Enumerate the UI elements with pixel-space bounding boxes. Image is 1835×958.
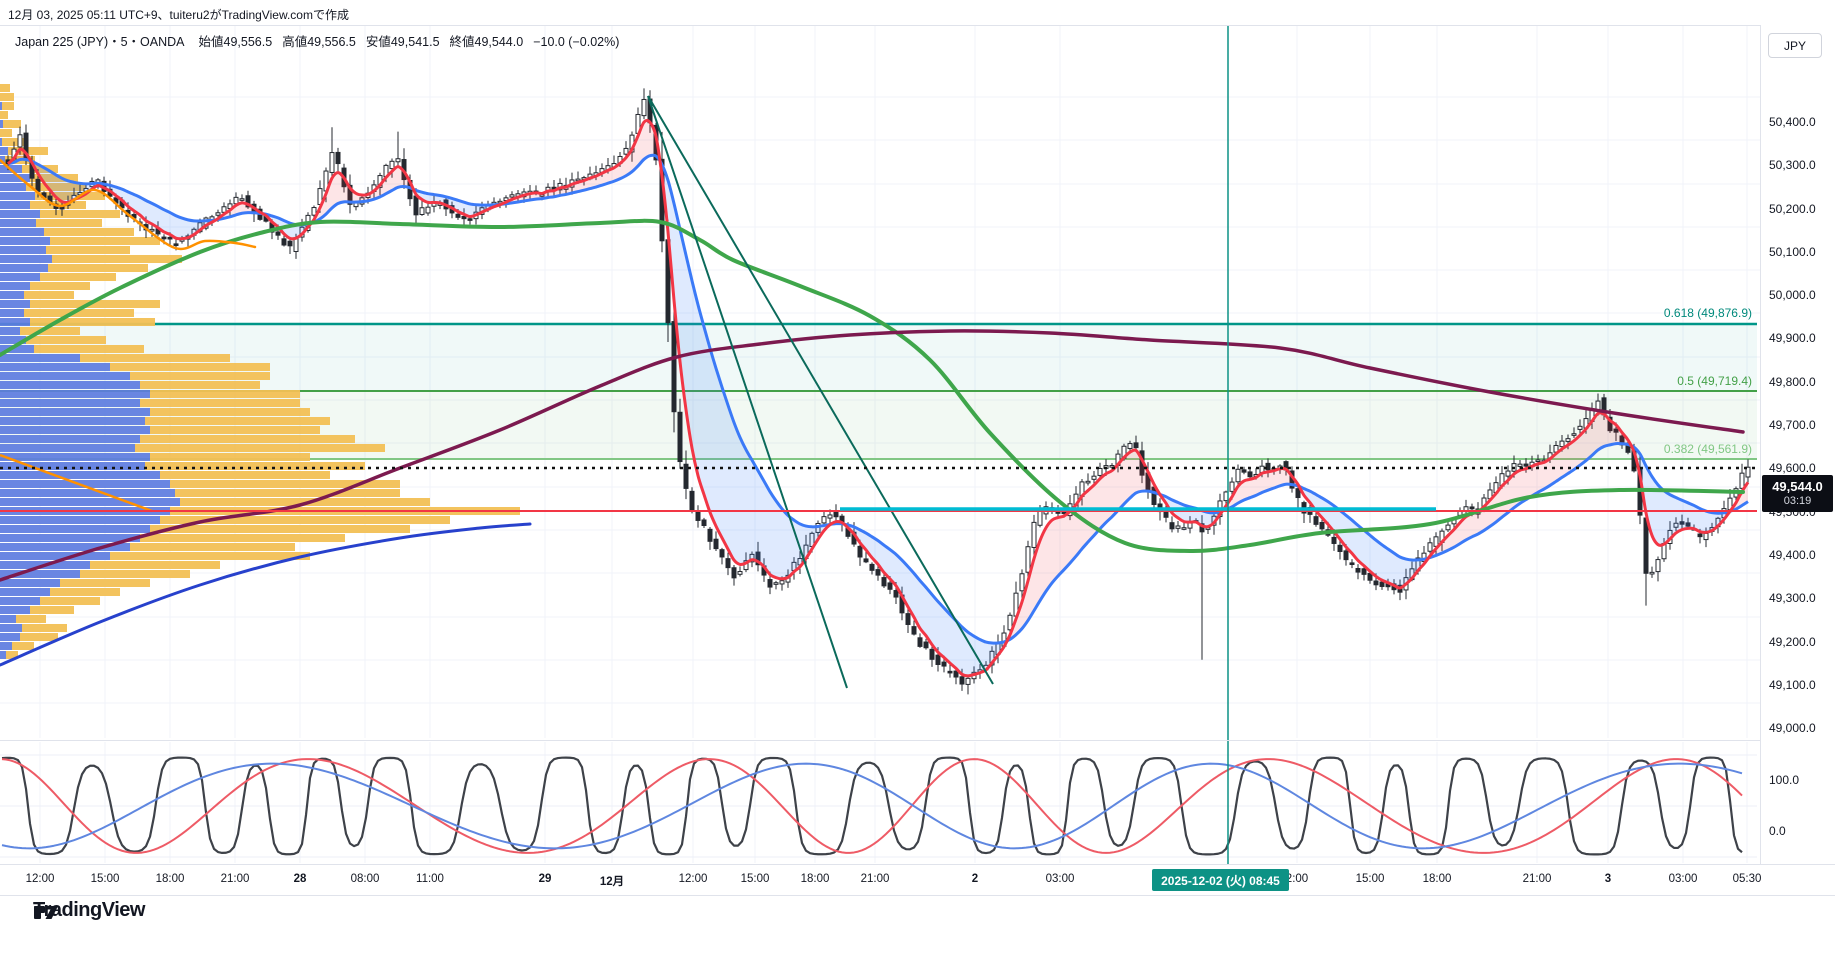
time-tick-label: 15:00 xyxy=(90,873,120,885)
price-pane[interactable] xyxy=(0,25,1760,738)
time-tick-label: 21:00 xyxy=(1522,873,1552,885)
time-tick-label: 12月 xyxy=(599,876,625,888)
time-tick-label: 15:00 xyxy=(740,873,770,885)
bar-countdown: 03:19 xyxy=(1783,494,1812,507)
price-tick-label: 50,400.0 xyxy=(1769,115,1816,129)
time-tick-label: 08:00 xyxy=(350,873,380,885)
time-axis[interactable]: 12:00 15:00 18:00 21:00 28 08:00 11:00 29 12月 12:… xyxy=(0,864,1835,896)
price-tick-label: 49,200.0 xyxy=(1769,635,1816,649)
long-trendline[interactable] xyxy=(647,95,994,685)
time-tick-label: 18:00 xyxy=(155,873,185,885)
top-border xyxy=(0,25,1835,26)
time-tick-label: 29 xyxy=(538,873,552,885)
time-tick-label: 03:00 xyxy=(1045,873,1075,885)
price-axis[interactable]: JPY 50,400.0 50,300.0 50,200.0 50,100.0 50,0… xyxy=(1761,25,1835,896)
steep-trendline[interactable] xyxy=(647,95,848,689)
volume-profile xyxy=(0,84,520,659)
legend-low: 安値49,541.5 xyxy=(365,35,440,49)
time-tick-label: 05:30 xyxy=(1732,873,1762,885)
legend-high: 高値49,556.5 xyxy=(282,35,356,49)
time-tick-label: 2 xyxy=(971,873,979,885)
tradingview-logo-icon xyxy=(34,906,58,919)
time-tick-label: 21:00 xyxy=(220,873,250,885)
price-tick-label: 49,800.0 xyxy=(1769,375,1816,389)
price-tick-label: 49,000.0 xyxy=(1769,721,1816,735)
time-tick-label: 21:00 xyxy=(860,873,890,885)
pane-separator[interactable] xyxy=(0,740,1835,741)
tradingview-logo[interactable]: TradingView xyxy=(33,899,145,922)
price-tick-label: 50,300.0 xyxy=(1769,158,1816,172)
crosshair-time-badge: 2025-12-02 (火) 08:45 xyxy=(1152,869,1289,891)
green-ma[interactable] xyxy=(0,218,1745,554)
legend-change: −10.0 (−0.02%) xyxy=(533,35,620,49)
price-tick-label: 49,900.0 xyxy=(1769,331,1816,345)
navy-ma[interactable] xyxy=(0,522,532,667)
osc-red xyxy=(1,758,1743,854)
time-tick-label: 15:00 xyxy=(1355,873,1385,885)
time-tick-label: 18:00 xyxy=(1422,873,1452,885)
price-tick-label: 49,100.0 xyxy=(1769,678,1816,692)
tradingview-wordmark: TradingView xyxy=(33,899,145,921)
fib-label-0618: 0.618 (49,876.9) xyxy=(1663,306,1752,320)
axis-separator xyxy=(1760,25,1761,896)
purple-ma[interactable] xyxy=(0,329,1745,582)
time-tick-label: 3 xyxy=(1604,873,1612,885)
price-tick-label: 49,600.0 xyxy=(1769,461,1816,475)
red-ema[interactable] xyxy=(6,118,1750,678)
last-price-value: 49,544.0 xyxy=(1772,478,1823,494)
time-tick-label: 18:00 xyxy=(800,873,830,885)
time-tick-label: 2:00 xyxy=(1285,873,1309,885)
osc-blue xyxy=(1,762,1743,850)
legend-open: 始値49,556.5 xyxy=(198,35,273,49)
time-tick-label: 12:00 xyxy=(678,873,708,885)
fib-label-05: 0.5 (49,719.4) xyxy=(1677,374,1752,388)
osc-fast-gray xyxy=(1,756,1743,856)
last-price-badge[interactable]: 49,544.0 03:19 xyxy=(1762,475,1833,512)
price-tick-label: 49,300.0 xyxy=(1769,591,1816,605)
attribution-text: 12月 03, 2025 05:11 UTC+9、tuiteru2がTradin… xyxy=(8,8,349,22)
time-tick-label: 12:00 xyxy=(25,873,55,885)
orange-diagonal[interactable] xyxy=(0,453,153,513)
price-tick-label: 50,100.0 xyxy=(1769,245,1816,259)
fib-label-0382: 0.382 (49,561.9) xyxy=(1663,442,1752,456)
time-tick-label: 28 xyxy=(293,873,307,885)
symbol-legend[interactable]: Japan 225 (JPY)・5・OANDA 始値49,556.5 高値49,55… xyxy=(15,31,629,50)
price-tick-label: 50,200.0 xyxy=(1769,202,1816,216)
currency-button[interactable]: JPY xyxy=(1768,33,1822,58)
symbol-title[interactable]: Japan 225 (JPY)・5・OANDA xyxy=(15,35,185,49)
oscillator-tick-label: 100.0 xyxy=(1769,773,1800,787)
oscillator-tick-label: 0.0 xyxy=(1769,824,1786,838)
time-tick-label: 03:00 xyxy=(1668,873,1698,885)
fib-band xyxy=(0,324,1757,391)
oscillator-pane[interactable] xyxy=(0,742,1757,863)
price-tick-label: 49,400.0 xyxy=(1769,548,1816,562)
price-tick-label: 50,000.0 xyxy=(1769,288,1816,302)
legend-close: 終値49,544.0 xyxy=(449,35,524,49)
orange-ma[interactable] xyxy=(0,158,257,251)
time-tick-label: 11:00 xyxy=(416,873,444,885)
price-tick-label: 49,700.0 xyxy=(1769,418,1816,432)
